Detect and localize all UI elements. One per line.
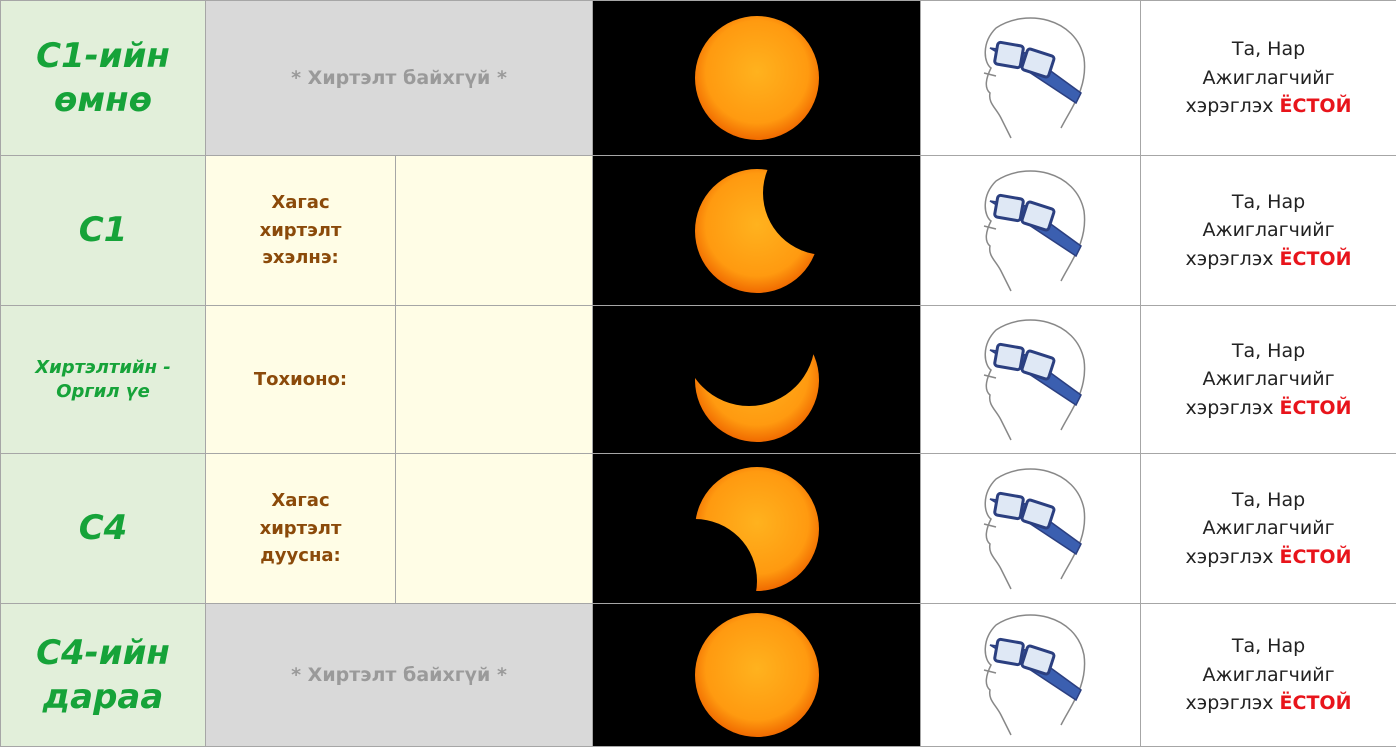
advice-cell: Та, Нар Ажиглагчийг хэрэглэх ЁСТОЙ — [1141, 156, 1396, 306]
sun-cell — [593, 156, 921, 306]
advice-text: Ажиглагчийг — [1202, 67, 1334, 89]
table-body: С1-ийн өмнө * Хиртэлт байхгүй * Та, Нар Аж… — [1, 1, 1396, 747]
event-label: Хагас хиртэлт эхэлнэ: — [246, 189, 356, 273]
advice-cell: Та, Нар Ажиглагчийг хэрэглэх ЁСТОЙ — [1141, 454, 1396, 604]
glasses-icon — [956, 605, 1106, 745]
advice-text: хэрэглэх — [1186, 95, 1274, 117]
advice-text: Ажиглагчийг — [1202, 368, 1334, 390]
sun-cell — [593, 1, 921, 156]
stage-cell: Хиртэлтийн - Оргил үе — [1, 306, 206, 454]
advice-text: Та, Нар — [1232, 340, 1305, 362]
advice-text: Та, Нар — [1232, 635, 1305, 657]
advice-text: Ажиглагчийг — [1202, 219, 1334, 241]
advice-text: хэрэглэх — [1186, 546, 1274, 568]
glasses-cell — [921, 306, 1141, 454]
glasses-icon — [956, 310, 1106, 450]
stage-label: С1 — [79, 208, 128, 252]
advice-cell: Та, Нар Ажиглагчийг хэрэглэх ЁСТОЙ — [1141, 306, 1396, 454]
advice-text: хэрэглэх — [1186, 692, 1274, 714]
sun-image — [677, 310, 837, 450]
glasses-cell — [921, 1, 1141, 156]
stage-label: С4-ийн дараа — [28, 631, 178, 719]
sun-image — [677, 605, 837, 745]
advice-text: Та, Нар — [1232, 38, 1305, 60]
glasses-icon — [956, 459, 1106, 599]
event-cell: Хагас хиртэлт дуусна: — [206, 454, 396, 604]
stage-label: С4 — [79, 506, 128, 550]
glasses-cell — [921, 454, 1141, 604]
sun-image — [677, 161, 837, 301]
table-row: С1 Хагас хиртэлт эхэлнэ: Та, Нар Ажиглагчи… — [1, 156, 1396, 306]
advice-text: хэрэглэх — [1186, 248, 1274, 270]
advice-cell: Та, Нар Ажиглагчийг хэрэглэх ЁСТОЙ — [1141, 1, 1396, 156]
sun-cell — [593, 604, 921, 747]
glasses-icon — [956, 8, 1106, 148]
advice-emphasis: ЁСТОЙ — [1280, 397, 1352, 419]
stage-cell: С4-ийн дараа — [1, 604, 206, 747]
advice-text: хэрэглэх — [1186, 397, 1274, 419]
advice-emphasis: ЁСТОЙ — [1280, 95, 1352, 117]
stage-label: С1-ийн өмнө — [28, 34, 178, 122]
advice-text: Та, Нар — [1232, 489, 1305, 511]
advice-text: Та, Нар — [1232, 191, 1305, 213]
table-row: С1-ийн өмнө * Хиртэлт байхгүй * Та, Нар Аж… — [1, 1, 1396, 156]
event-cell: Тохионо: — [206, 306, 396, 454]
event-label: Хагас хиртэлт дуусна: — [246, 487, 356, 571]
time-cell — [396, 306, 593, 454]
sun-cell — [593, 306, 921, 454]
advice-emphasis: ЁСТОЙ — [1280, 546, 1352, 568]
time-cell — [396, 156, 593, 306]
advice-text: Ажиглагчийг — [1202, 664, 1334, 686]
sun-image — [677, 8, 837, 148]
stage-cell: С1 — [1, 156, 206, 306]
table-row: Хиртэлтийн - Оргил үе Тохионо: Та, Нар Ажи… — [1, 306, 1396, 454]
sun-image — [677, 459, 837, 599]
eclipse-table: С1-ийн өмнө * Хиртэлт байхгүй * Та, Нар Аж… — [0, 0, 1396, 747]
stage-label: Хиртэлтийн - Оргил үе — [13, 356, 193, 403]
sun-cell — [593, 454, 921, 604]
event-cell: Хагас хиртэлт эхэлнэ: — [206, 156, 396, 306]
advice-cell: Та, Нар Ажиглагчийг хэрэглэх ЁСТОЙ — [1141, 604, 1396, 747]
advice-text: Ажиглагчийг — [1202, 517, 1334, 539]
table-row: С4 Хагас хиртэлт дуусна: Та, Нар Ажиглагчи… — [1, 454, 1396, 604]
no-eclipse-note: * Хиртэлт байхгүй * — [206, 604, 593, 747]
glasses-cell — [921, 156, 1141, 306]
stage-cell: С1-ийн өмнө — [1, 1, 206, 156]
table-row: С4-ийн дараа * Хиртэлт байхгүй * Та, Нар А… — [1, 604, 1396, 747]
stage-cell: С4 — [1, 454, 206, 604]
glasses-cell — [921, 604, 1141, 747]
time-cell — [396, 454, 593, 604]
advice-emphasis: ЁСТОЙ — [1280, 692, 1352, 714]
event-label: Тохионо: — [254, 366, 347, 394]
advice-emphasis: ЁСТОЙ — [1280, 248, 1352, 270]
no-eclipse-note: * Хиртэлт байхгүй * — [206, 1, 593, 156]
glasses-icon — [956, 161, 1106, 301]
